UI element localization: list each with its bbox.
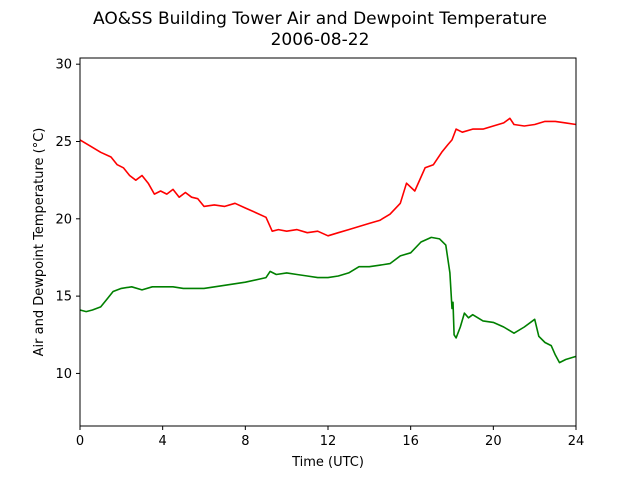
y-tick-label-1: 15 xyxy=(55,290,72,305)
x-axis: 0 4 8 12 16 20 24 xyxy=(76,426,584,449)
x-tick-label-4: 16 xyxy=(402,434,419,449)
y-tick-label-2: 20 xyxy=(55,212,72,227)
chart-title: AO&SS Building Tower Air and Dewpoint Te… xyxy=(93,9,547,29)
x-tick-label-5: 20 xyxy=(485,434,502,449)
y-axis: 10 15 20 25 30 xyxy=(55,58,80,382)
series-layer xyxy=(79,117,577,364)
y-tick-label-3: 25 xyxy=(55,135,72,150)
chart-subtitle: 2006-08-22 xyxy=(271,30,370,50)
y-axis-label: Air and Dewpoint Temperature (°C) xyxy=(32,128,47,357)
x-tick-label-1: 4 xyxy=(159,434,167,449)
series-line-0 xyxy=(79,117,577,237)
x-tick-label-3: 12 xyxy=(320,434,337,449)
x-tick-label-2: 8 xyxy=(241,434,249,449)
x-tick-label-6: 24 xyxy=(568,434,585,449)
y-tick-label-4: 30 xyxy=(55,58,72,73)
series-line-1 xyxy=(79,236,577,364)
y-tick-label-0: 10 xyxy=(55,367,72,382)
x-axis-label: Time (UTC) xyxy=(291,455,364,470)
x-tick-label-0: 0 xyxy=(76,434,84,449)
plot-frame xyxy=(79,57,577,427)
